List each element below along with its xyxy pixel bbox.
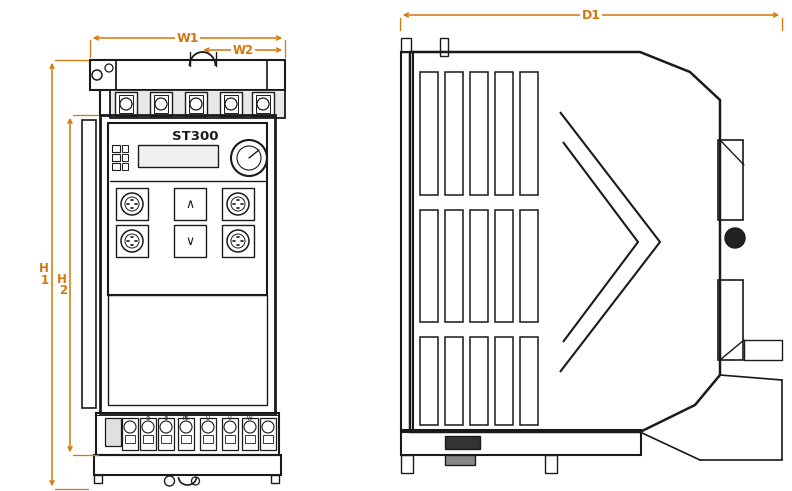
Bar xyxy=(256,95,270,113)
Bar xyxy=(154,95,168,113)
Bar xyxy=(116,188,148,220)
Bar xyxy=(440,38,448,56)
Bar xyxy=(150,92,172,116)
Bar xyxy=(225,435,235,443)
Bar xyxy=(100,115,275,413)
Bar xyxy=(718,140,743,220)
Text: H
2: H 2 xyxy=(57,273,67,297)
Bar xyxy=(138,145,218,167)
Bar xyxy=(445,337,463,425)
Text: W2: W2 xyxy=(232,44,253,56)
Bar xyxy=(222,418,238,450)
Bar xyxy=(470,337,488,425)
Bar xyxy=(90,60,116,90)
Bar xyxy=(245,435,255,443)
Bar xyxy=(174,188,206,220)
Bar xyxy=(495,210,513,322)
Bar xyxy=(718,280,743,360)
Bar xyxy=(224,95,238,113)
Bar xyxy=(122,145,128,152)
Bar xyxy=(445,436,480,449)
Bar xyxy=(108,123,267,295)
Bar xyxy=(420,72,438,195)
Bar xyxy=(220,92,242,116)
Bar xyxy=(115,92,137,116)
Bar xyxy=(82,120,96,408)
Bar xyxy=(140,418,156,450)
Bar xyxy=(200,418,216,450)
Bar xyxy=(185,92,207,116)
Bar xyxy=(90,60,285,90)
Bar xyxy=(112,163,120,170)
Bar xyxy=(401,455,413,473)
Bar xyxy=(495,337,513,425)
Text: ⊕: ⊕ xyxy=(164,416,169,421)
Bar xyxy=(110,90,285,118)
Bar xyxy=(520,337,538,425)
Bar xyxy=(119,95,133,113)
Bar xyxy=(174,225,206,257)
Bar xyxy=(520,210,538,322)
Bar xyxy=(108,295,267,405)
Bar xyxy=(260,418,276,450)
Bar xyxy=(94,475,102,483)
Bar xyxy=(122,154,128,161)
Bar xyxy=(158,418,174,450)
Bar xyxy=(495,72,513,195)
Text: V: V xyxy=(228,416,232,421)
Bar xyxy=(545,455,557,473)
Bar xyxy=(401,430,641,455)
Text: ∨: ∨ xyxy=(185,235,195,247)
Bar xyxy=(94,455,281,475)
Bar xyxy=(271,475,279,483)
Text: W1: W1 xyxy=(177,31,199,45)
Bar xyxy=(263,435,273,443)
Bar xyxy=(520,72,538,195)
Bar xyxy=(112,154,120,161)
Bar xyxy=(222,188,254,220)
Text: D1: D1 xyxy=(581,8,600,22)
Bar xyxy=(178,418,194,450)
Bar xyxy=(112,145,120,152)
Bar xyxy=(420,210,438,322)
Bar xyxy=(96,413,279,455)
Bar xyxy=(445,72,463,195)
Bar xyxy=(143,435,153,443)
Bar xyxy=(252,92,274,116)
Bar xyxy=(105,418,121,446)
Text: ST300: ST300 xyxy=(172,131,219,143)
Text: U: U xyxy=(206,416,210,421)
Bar xyxy=(401,52,413,432)
Text: PE: PE xyxy=(183,416,189,421)
Bar xyxy=(189,95,203,113)
Bar xyxy=(242,418,258,450)
Bar xyxy=(122,163,128,170)
Bar xyxy=(401,38,411,52)
Circle shape xyxy=(725,228,745,248)
Bar xyxy=(181,435,191,443)
Bar xyxy=(161,435,171,443)
Text: W: W xyxy=(247,416,253,421)
Text: ⊖: ⊖ xyxy=(146,416,150,421)
Bar xyxy=(445,455,475,465)
Bar xyxy=(470,72,488,195)
Bar xyxy=(116,225,148,257)
Bar xyxy=(267,60,285,90)
Bar xyxy=(744,340,782,360)
Bar xyxy=(203,435,213,443)
Bar xyxy=(222,225,254,257)
Bar xyxy=(122,418,138,450)
Bar xyxy=(470,210,488,322)
Text: H
1: H 1 xyxy=(39,262,49,287)
Bar xyxy=(420,337,438,425)
Bar xyxy=(445,210,463,322)
Text: ∧: ∧ xyxy=(185,197,195,211)
Bar xyxy=(125,435,135,443)
